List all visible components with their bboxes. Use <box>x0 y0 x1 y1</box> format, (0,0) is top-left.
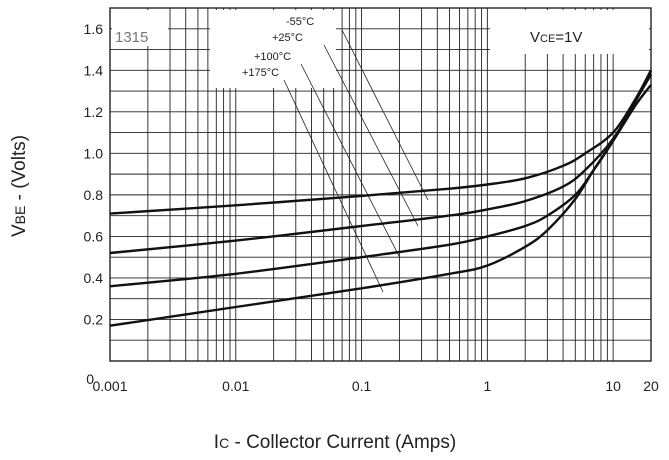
x-axis-label: IC - Collector Current (Amps) <box>214 432 456 453</box>
temperature-label-box <box>112 10 649 88</box>
y-tick-label-4: 0.8 <box>84 187 104 203</box>
y-tick-label-8: 1.6 <box>84 21 104 37</box>
plot-frame <box>109 7 652 362</box>
part-number-label: 1315 <box>115 29 148 46</box>
x-tick-labels: 0.001 0.01 0.1 1 10 20 <box>92 378 659 394</box>
x-tick-label-5: 20 <box>643 378 659 394</box>
x-tick-label-0: 0.001 <box>92 378 127 394</box>
leader-line-2 <box>300 63 401 259</box>
temperature-label-3: +175°C <box>242 67 279 79</box>
curve-series-0 <box>109 69 653 215</box>
x-tick-label-2: 0.1 <box>352 378 372 394</box>
y-tick-label-3: 0.6 <box>84 228 104 244</box>
temperature-label-1: +25°C <box>272 32 303 44</box>
leader-line-1 <box>323 44 419 227</box>
curves <box>109 69 653 327</box>
curve-series-3 <box>109 84 652 327</box>
temperature-label-0: -55°C <box>286 16 314 28</box>
condition-box <box>490 10 649 54</box>
y-tick-labels: 0 0.2 0.4 0.6 0.8 1.0 1.2 1.4 1.6 <box>84 21 104 387</box>
leader-line-0 <box>341 29 429 201</box>
y-tick-label-2: 0.4 <box>84 270 104 286</box>
y-tick-label-6: 1.2 <box>84 104 104 120</box>
grid <box>109 7 652 362</box>
x-tick-label-4: 10 <box>605 378 621 394</box>
temperature-label-2: +100°C <box>254 51 291 63</box>
y-tick-label-7: 1.4 <box>84 62 104 78</box>
y-tick-label-5: 1.0 <box>84 145 104 161</box>
y-tick-label-1: 0.2 <box>84 311 104 327</box>
y-tick-label-0: 0 <box>86 371 94 387</box>
part-number-box <box>112 10 168 46</box>
temperature-box <box>210 10 336 88</box>
x-tick-label-3: 1 <box>483 378 491 394</box>
y-axis-label: VBE - (Volts) <box>9 135 30 237</box>
x-tick-label-1: 0.01 <box>222 378 249 394</box>
condition-label: VCE=1V <box>530 29 582 46</box>
